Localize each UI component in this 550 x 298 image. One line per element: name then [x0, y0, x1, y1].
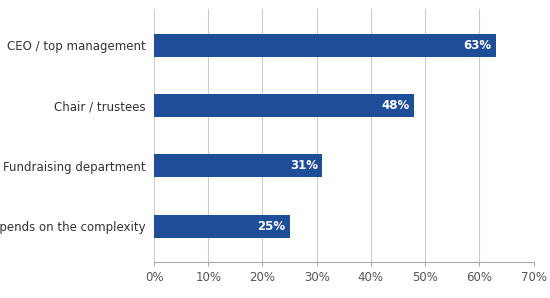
Text: 25%: 25%: [257, 220, 285, 232]
Text: 63%: 63%: [463, 39, 491, 52]
Bar: [154, 215, 289, 238]
Text: 48%: 48%: [382, 99, 410, 112]
Bar: [154, 34, 496, 57]
Text: 31%: 31%: [290, 159, 318, 172]
Bar: [154, 94, 414, 117]
Bar: [154, 154, 322, 177]
